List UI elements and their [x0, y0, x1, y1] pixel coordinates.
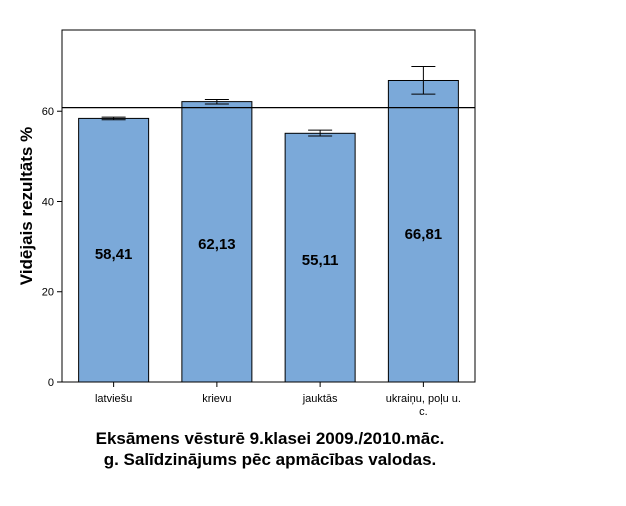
y-tick-label: 20 [42, 287, 54, 299]
bars [78, 79, 459, 383]
data-labels: 58,41 62,13 55,11 66,81 [95, 226, 442, 269]
x-category-label: ukraiņu, poļu u. c. [386, 393, 461, 418]
y-tick-label: 60 [42, 106, 54, 118]
x-axis-ticks: latviešu krievu jauktās ukraiņu, poļu u. c. [95, 382, 461, 418]
error-bars [101, 66, 436, 137]
chart-title-line-1: Eksāmens vēsturē 9.klasei 2009./2010.māc… [95, 429, 445, 448]
x-category-label: latviešu [95, 393, 132, 405]
y-tick-label: 0 [48, 377, 54, 389]
bar [387, 79, 459, 383]
bar-value-label: 58,41 [95, 246, 133, 263]
x-category-label: krievu [202, 393, 231, 405]
bar [284, 132, 356, 383]
y-axis-title: Vidējais rezultāts % [17, 127, 36, 285]
x-category-label: jauktās [302, 393, 338, 405]
chart-title-line-2: g. Salīdzinājums pēc apmācības valodas. [103, 450, 437, 469]
bar-value-label: 62,13 [198, 236, 236, 253]
y-axis-ticks: 0 20 40 60 [42, 106, 62, 389]
bar [78, 117, 150, 383]
bar-value-label: 55,11 [302, 252, 339, 269]
bar-value-label: 66,81 [405, 226, 443, 243]
plot-frame [61, 29, 476, 383]
y-tick-label: 40 [42, 196, 54, 208]
